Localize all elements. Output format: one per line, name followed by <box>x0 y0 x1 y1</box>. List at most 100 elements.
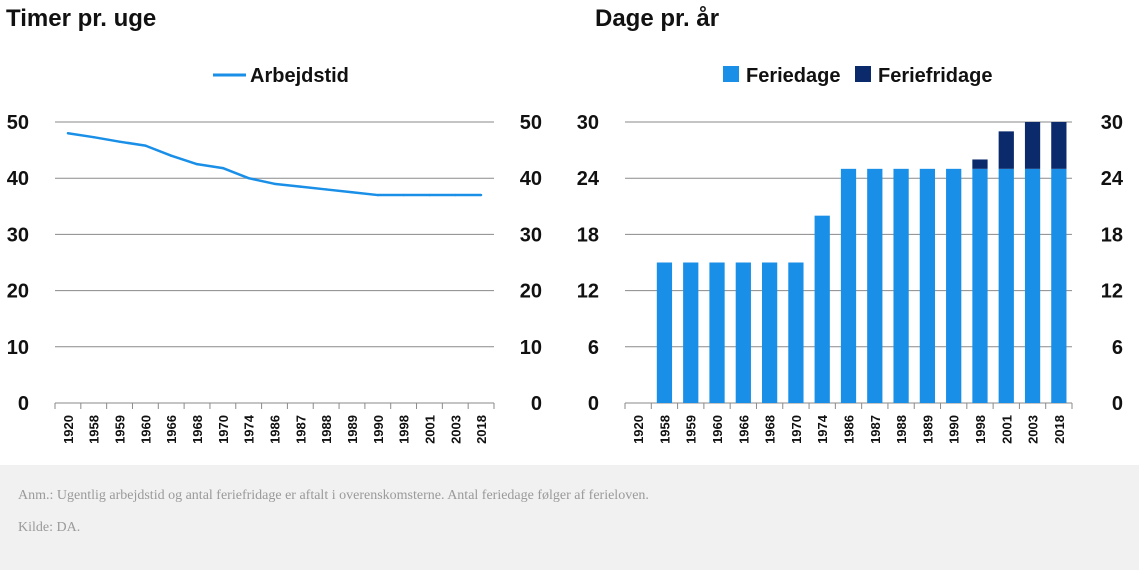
x-tick-label: 1998 <box>973 415 988 444</box>
data-point-arbejdstid <box>221 166 225 170</box>
data-point-arbejdstid <box>350 191 354 194</box>
x-tick-label: 1970 <box>789 415 804 444</box>
x-tick-label: 1988 <box>319 415 334 444</box>
x-tick-label: 1966 <box>164 415 179 444</box>
data-point-arbejdstid <box>118 140 121 143</box>
y-tick-label-left: 6 <box>588 337 599 359</box>
data-point-arbejdstid <box>402 193 405 197</box>
bar-feriedage <box>1051 168 1067 403</box>
x-tick-label: 1958 <box>657 415 672 444</box>
data-point-arbejdstid <box>428 193 431 197</box>
data-point-arbejdstid <box>144 144 147 147</box>
y-tick-label-right: 6 <box>1112 337 1123 359</box>
footnote-text: Anm.: Ugentlig arbejdstid og antal ferie… <box>18 488 649 503</box>
x-tick-label: 1987 <box>868 415 883 444</box>
bar-feriedage <box>893 168 909 403</box>
x-tick-label: 1970 <box>216 415 231 444</box>
y-tick-label-right: 40 <box>520 168 542 190</box>
x-tick-label: 2001 <box>422 415 437 444</box>
bar-feriedage <box>788 262 804 403</box>
legend-swatch-feriedage <box>723 66 739 82</box>
bar-feriedage <box>972 168 988 403</box>
y-tick-label-right: 30 <box>1101 112 1123 134</box>
x-tick-label: 1998 <box>397 415 412 444</box>
x-tick-label: 2018 <box>474 415 489 444</box>
x-tick-label: 1960 <box>138 415 153 444</box>
y-tick-label-right: 10 <box>520 337 542 359</box>
bar-feriedage <box>998 168 1014 403</box>
x-tick-label: 1988 <box>894 415 909 444</box>
x-tick-label: 1966 <box>736 415 751 444</box>
left-legend: Arbejdstid <box>213 65 349 87</box>
bar-feriefridage <box>1024 122 1041 169</box>
data-point-arbejdstid <box>324 188 328 191</box>
data-point-arbejdstid <box>273 182 276 186</box>
x-tick-label: 1987 <box>293 415 308 444</box>
y-tick-label-left: 30 <box>7 224 29 246</box>
x-tick-label: 1990 <box>371 415 386 444</box>
y-tick-label-left: 0 <box>588 393 599 415</box>
bar-feriedage <box>946 168 962 403</box>
x-tick-label: 2001 <box>999 415 1014 444</box>
y-tick-label-left: 20 <box>7 281 29 303</box>
x-tick-label: 1968 <box>763 415 778 444</box>
y-tick-label-left: 10 <box>7 337 29 359</box>
y-tick-label-left: 40 <box>7 168 29 190</box>
right-legend: Feriedage Feriefridage <box>723 65 992 87</box>
charts-canvas: Timer pr. uge Dage pr. år Arbejdstid Fer… <box>6 5 1124 444</box>
y-tick-label-right: 30 <box>520 224 542 246</box>
x-tick-label: 1958 <box>87 415 102 444</box>
y-tick-label-right: 0 <box>1112 393 1123 415</box>
bar-feriefridage <box>998 131 1014 169</box>
right-plot-area: 0 0 6 6 12 12 18 18 24 24 30 30 1920 1958 1959 1960 1966… <box>577 112 1124 444</box>
bar-feriedage <box>867 168 883 403</box>
legend-label-arbejdstid: Arbejdstid <box>250 65 349 87</box>
y-tick-label-left: 50 <box>7 112 29 134</box>
x-tick-label: 2003 <box>1026 415 1041 444</box>
x-tick-label: 1989 <box>345 415 360 444</box>
legend-swatch-feriefridage <box>855 66 871 82</box>
y-tick-label-left: 18 <box>577 224 599 246</box>
footer-panel: Anm.: Ugentlig arbejdstid og antal ferie… <box>0 465 1139 570</box>
x-tick-label: 1959 <box>684 415 699 444</box>
bar-feriedage <box>709 262 725 403</box>
x-tick-label: 1959 <box>113 415 128 444</box>
data-point-arbejdstid <box>376 193 379 197</box>
bar-feriedage <box>840 168 857 403</box>
bar-feriedage <box>1024 168 1041 403</box>
bar-feriedage <box>814 215 830 403</box>
series-line-arbejdstid <box>67 132 482 197</box>
x-tick-label: 1974 <box>242 414 257 444</box>
legend-label-feriefridage: Feriefridage <box>878 65 992 87</box>
bar-feriedage <box>656 262 673 403</box>
x-tick-label: 1960 <box>710 415 725 444</box>
data-point-arbejdstid <box>92 135 95 139</box>
x-tick-label: 1974 <box>815 414 830 444</box>
data-point-arbejdstid <box>299 185 302 188</box>
x-tick-label: 1968 <box>190 415 205 444</box>
x-tick-label: 2018 <box>1052 415 1067 444</box>
legend-label-feriedage: Feriedage <box>746 65 840 87</box>
y-tick-label-left: 0 <box>18 393 29 415</box>
x-tick-label: 1989 <box>920 415 935 444</box>
bar-feriefridage <box>972 159 988 169</box>
x-tick-label: 2003 <box>448 415 463 444</box>
y-tick-label-left: 12 <box>577 281 599 303</box>
right-chart-title: Dage pr. år <box>595 5 719 32</box>
bar-feriefridage <box>1051 122 1067 169</box>
data-point-arbejdstid <box>170 154 173 157</box>
data-point-arbejdstid <box>479 193 483 197</box>
x-tick-label: 1920 <box>61 415 76 444</box>
y-tick-label-right: 0 <box>531 393 542 415</box>
x-tick-label: 1986 <box>268 415 283 444</box>
source-text: Kilde: DA. <box>18 520 81 535</box>
y-tick-label-right: 12 <box>1101 281 1123 303</box>
left-plot-area: 0 0 10 10 20 20 30 30 40 40 50 50 1920 1958 1959 1960 19… <box>7 112 542 444</box>
x-tick-label: 1986 <box>842 415 857 444</box>
bar-feriedage <box>761 262 778 403</box>
x-tick-label: 1920 <box>631 415 646 444</box>
bar-feriedage <box>735 262 751 403</box>
data-point-arbejdstid <box>454 193 457 197</box>
data-point-arbejdstid <box>195 162 199 166</box>
x-tick-label: 1990 <box>947 415 962 444</box>
